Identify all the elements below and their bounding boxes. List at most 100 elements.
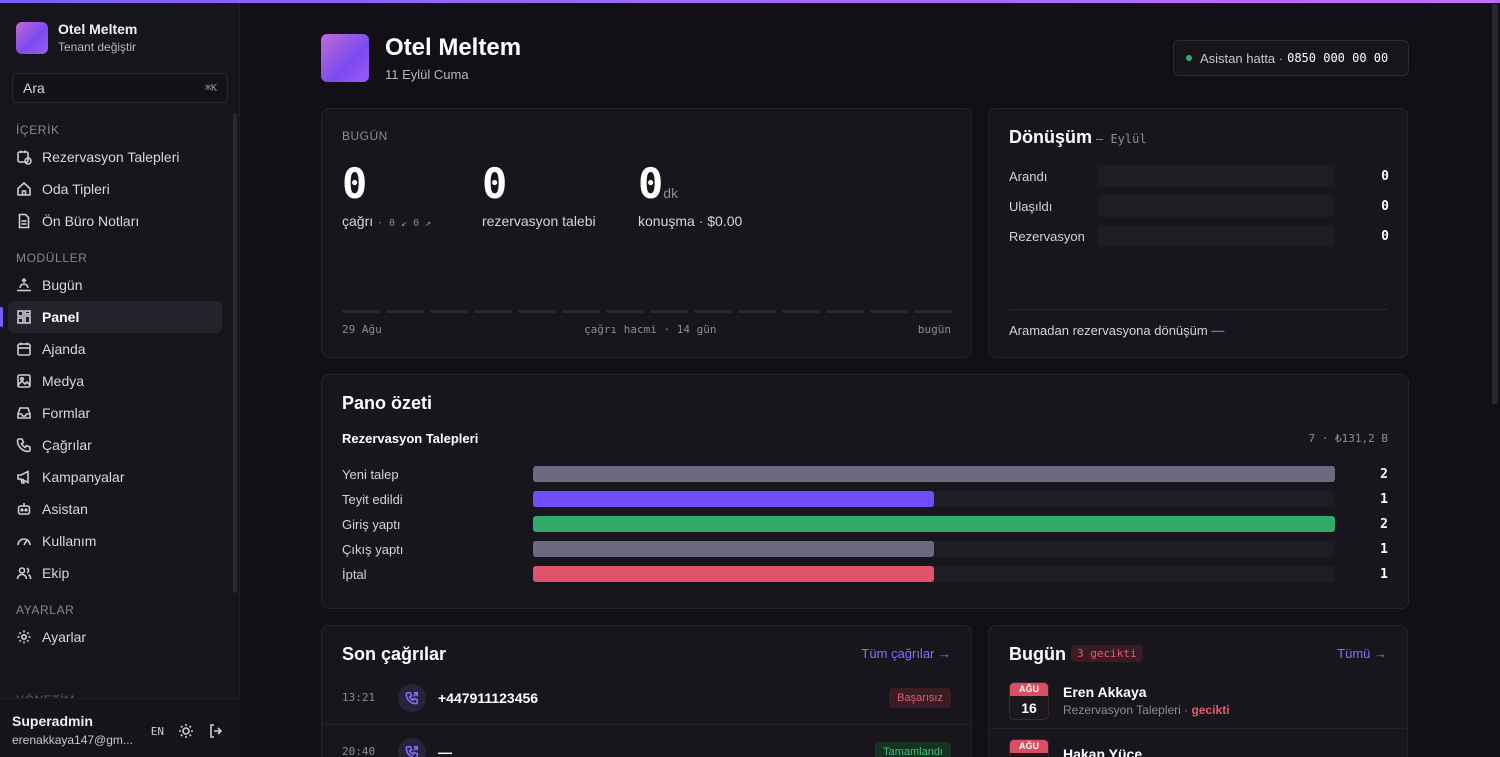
sidebar-item-ayarlar[interactable]: Ayarlar (8, 621, 222, 653)
conversion-value: 0 (1381, 168, 1389, 184)
today-stats-card: BUGÜN 0 çağrı · 0 ↙ 0 ↗ 0 rezervasyon ta… (321, 108, 972, 358)
stat-label: rezervasyon talebi (482, 213, 596, 229)
phone-outgoing-icon (398, 683, 426, 712)
sidebar-item-label: Kampanyalar (42, 469, 125, 485)
agenda-late: gecikti (1191, 703, 1230, 717)
call-row[interactable]: 20:40 — Tamamlandı (322, 725, 971, 757)
call-row[interactable]: 13:21 +447911123456 Başarısız (322, 671, 971, 725)
calendar-date-icon: AĞU (1009, 738, 1049, 757)
sidebar-item-medya[interactable]: Medya (8, 365, 222, 397)
sidebar-item-asistan[interactable]: Asistan (8, 493, 222, 525)
sidebar-item-label: Ajanda (42, 341, 86, 357)
sidebar-item-on-buro-notlari[interactable]: Ön Büro Notları (8, 205, 222, 237)
agenda-item[interactable]: AĞU 16 Eren Akkaya Rezervasyon Talepleri… (989, 673, 1407, 729)
axis-start-label: 29 Ağu (342, 323, 382, 336)
board-row: İptal 1 (342, 564, 1388, 584)
user-email: erenakkaya147@gm... (12, 733, 133, 747)
search-input[interactable]: Ara ⌘K (12, 73, 228, 103)
board-summary-subtitle: Rezervasyon Talepleri (342, 431, 479, 446)
phone-outgoing-icon (398, 737, 426, 757)
conversion-value: 0 (1381, 228, 1389, 244)
sidebar-item-label: Bugün (42, 277, 83, 293)
logout-icon[interactable] (208, 723, 224, 739)
main-scrollbar[interactable] (1492, 4, 1498, 404)
board-summary-title: Pano özeti (342, 393, 433, 413)
nav-section-title: MODÜLLER (16, 251, 88, 265)
board-row-label: İptal (342, 566, 367, 582)
call-volume-sparkline (342, 309, 952, 315)
call-time: 13:21 (342, 691, 376, 704)
tenant-switch-label: Tenant değiştir (58, 40, 137, 54)
language-toggle[interactable]: EN (150, 724, 164, 738)
home-icon (17, 181, 31, 196)
board-row-track (533, 516, 1335, 532)
board-row-track (533, 541, 1335, 557)
page-date: 11 Eylül Cuma (385, 67, 469, 82)
sidebar-item-panel[interactable]: Panel (0, 301, 222, 333)
sidebar-item-kampanyalar[interactable]: Kampanyalar (8, 461, 222, 493)
calendar-day: 16 (1021, 699, 1037, 716)
sun-icon[interactable] (178, 723, 194, 739)
phone-icon (16, 438, 31, 453)
conversion-title: Dönüşüm (1009, 127, 1092, 147)
sidebar: Otel Meltem Tenant değiştir Ara ⌘K İÇERİ… (0, 3, 240, 757)
bot-icon (17, 503, 31, 515)
conversion-bar (1097, 225, 1335, 247)
calendar-icon (17, 342, 31, 356)
sidebar-item-ajanda[interactable]: Ajanda (8, 333, 222, 365)
sidebar-item-label: Asistan (42, 501, 88, 517)
sidebar-item-oda-tipleri[interactable]: Oda Tipleri (8, 173, 222, 205)
sidebar-item-kullanim[interactable]: Kullanım (8, 525, 222, 557)
conversion-period: – Eylül (1096, 132, 1147, 146)
stat-talk-time: 0dk konuşma · $0.00 (638, 161, 742, 230)
conversion-footer-value: — (1211, 323, 1225, 338)
agenda-item[interactable]: AĞU Hakan Yüce (989, 730, 1407, 757)
tenant-name: Otel Meltem (58, 21, 138, 37)
sidebar-item-label: Ön Büro Notları (42, 213, 140, 229)
board-row-track (533, 466, 1335, 482)
board-row-bar (533, 516, 1335, 532)
board-row-value: 1 (1380, 541, 1388, 557)
calendar-month: AĞU (1010, 682, 1048, 696)
sidebar-item-cagrilar[interactable]: Çağrılar (8, 429, 222, 461)
calendar-clock-icon (17, 150, 32, 165)
recent-calls-card: Son çağrılar Tüm çağrılar → 13:21 +44791… (321, 625, 972, 757)
conversion-footer: Aramadan rezervasyona dönüşüm — (1009, 323, 1224, 338)
sidebar-item-rezervasyon-talepleri[interactable]: Rezervasyon Talepleri (8, 141, 222, 173)
recent-calls-title: Son çağrılar (342, 644, 447, 664)
all-calls-link[interactable]: Tüm çağrılar → (861, 646, 951, 661)
axis-mid-label: çağrı hacmi · 14 gün (584, 323, 717, 336)
today-agenda-card: Bugün 3 gecikti Tümü → AĞU 16 Eren Akkay… (988, 625, 1408, 757)
status-dot (1186, 55, 1192, 61)
sidebar-item-ekip[interactable]: Ekip (8, 557, 222, 589)
board-row-value: 2 (1380, 466, 1388, 482)
board-row-bar (533, 566, 934, 582)
sidebar-nav: İÇERİK Rezervasyon Talepleri Oda Tipleri… (0, 115, 222, 653)
tenant-switcher[interactable]: Otel Meltem Tenant değiştir (16, 21, 137, 54)
board-row: Çıkış yaptı 1 (342, 539, 1388, 559)
sidebar-item-label: Formlar (42, 405, 91, 421)
conversion-bar (1097, 195, 1335, 217)
sidebar-scrollbar[interactable] (233, 113, 237, 593)
board-row: Giriş yaptı 2 (342, 514, 1388, 534)
gauge-icon (17, 538, 31, 546)
divider (1009, 309, 1387, 310)
call-time: 20:40 (342, 745, 376, 757)
sidebar-item-label: Panel (42, 309, 80, 325)
stat-label: çağrı (342, 213, 374, 229)
conversion-row: Ulaşıldı 0 (1009, 194, 1389, 218)
sidebar-item-label: Kullanım (42, 533, 97, 549)
conversion-row: Arandı 0 (1009, 164, 1389, 188)
stat-requests: 0 rezervasyon talebi (482, 161, 596, 230)
search-shortcut: ⌘K (204, 82, 217, 94)
megaphone-icon (17, 470, 29, 484)
nav-section-title: AYARLAR (16, 603, 75, 617)
tenant-logo-large (321, 34, 369, 82)
call-number: +447911123456 (438, 689, 539, 706)
sidebar-item-formlar[interactable]: Formlar (8, 397, 222, 429)
conversion-footer-label: Aramadan rezervasyona dönüşüm (1009, 323, 1208, 338)
board-row-label: Yeni talep (342, 466, 399, 482)
all-agenda-link[interactable]: Tümü → (1337, 646, 1387, 661)
board-row-bar (533, 541, 934, 557)
sidebar-item-bugun[interactable]: Bugün (8, 269, 222, 301)
